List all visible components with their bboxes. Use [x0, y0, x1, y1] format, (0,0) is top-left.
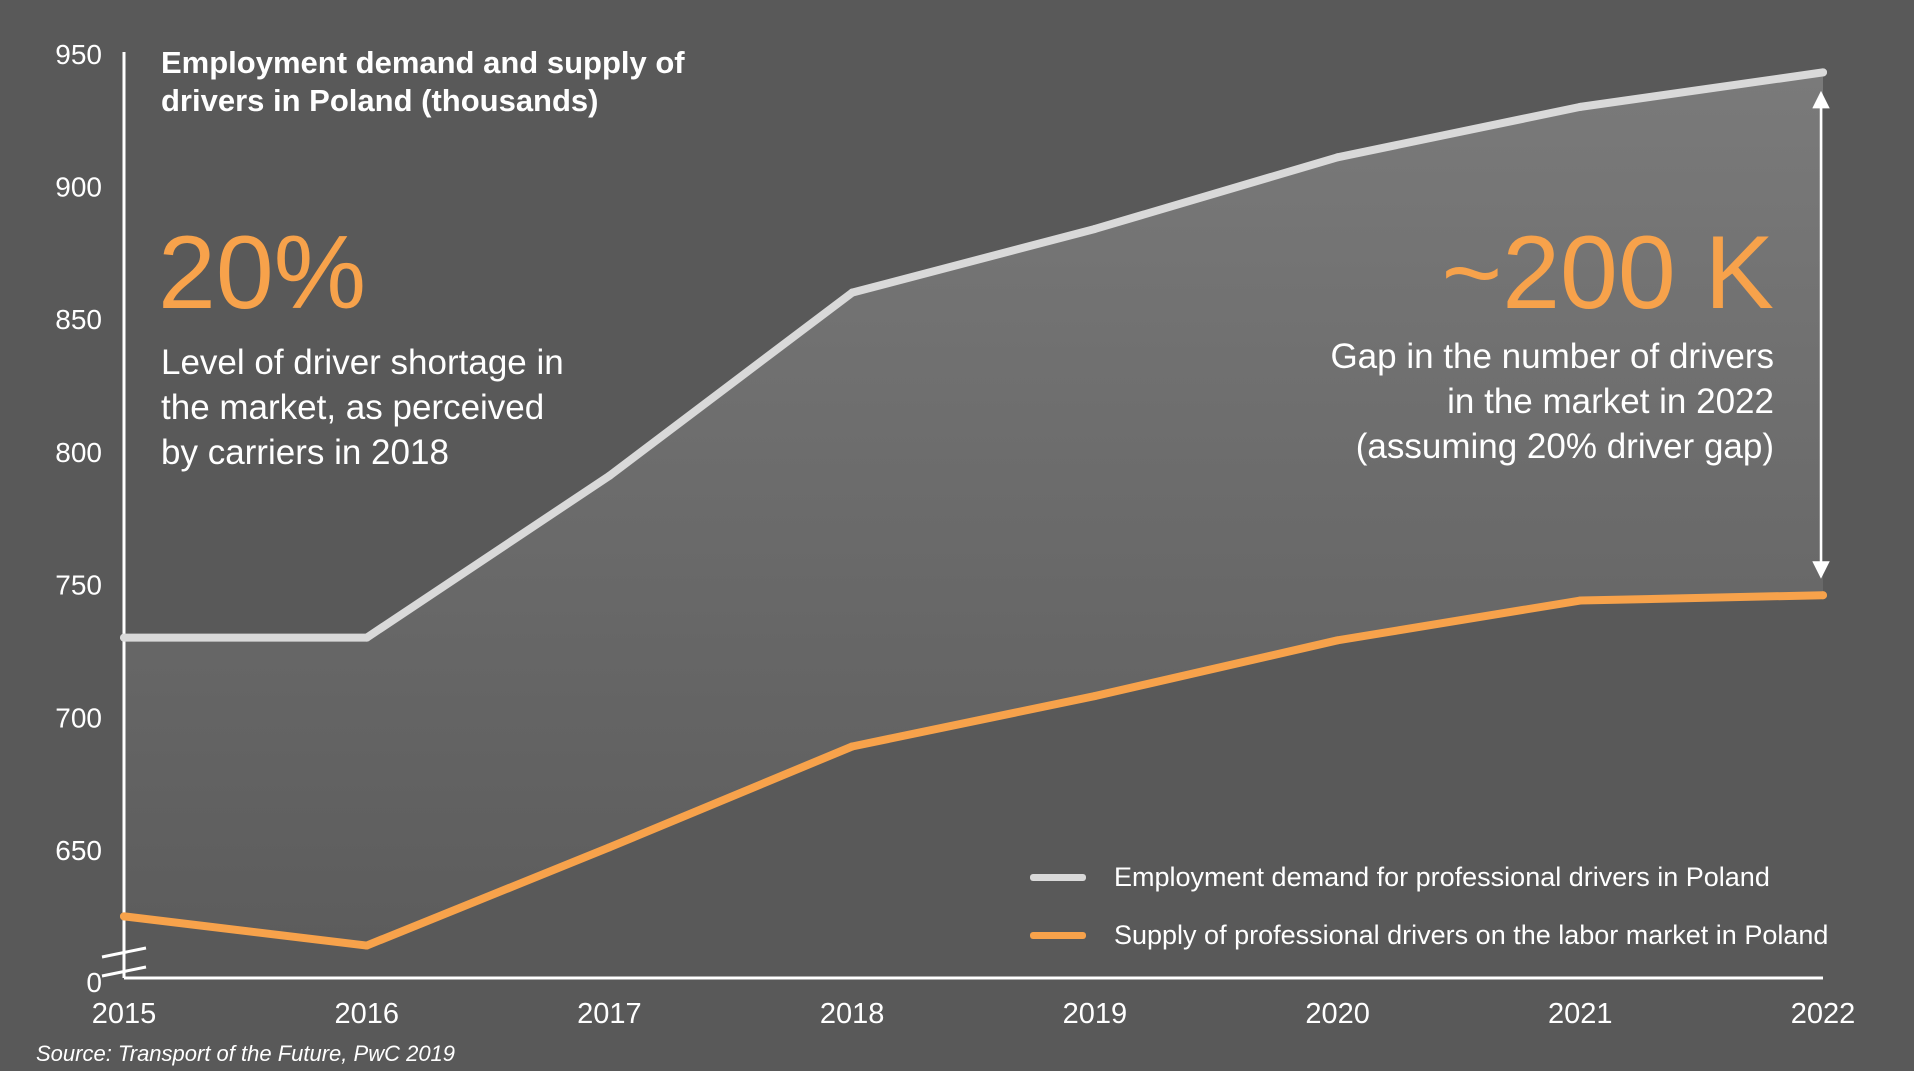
gap-description-line: (assuming 20% driver gap) — [1355, 427, 1774, 466]
gap-area — [124, 72, 1823, 946]
x-tick-label: 2016 — [334, 998, 399, 1030]
legend-item-supply: Supply of professional drivers on the la… — [1030, 915, 1828, 955]
data-point — [1333, 153, 1342, 162]
y-tick-label: 800 — [55, 437, 102, 468]
data-point — [362, 633, 371, 642]
x-tick-label: 2018 — [820, 998, 885, 1030]
legend-label-demand: Employment demand for professional drive… — [1114, 861, 1770, 892]
gap-description: Gap in the number of drivers in the mark… — [1214, 334, 1774, 469]
chart-title: Employment demand and supply of drivers … — [161, 45, 685, 118]
x-tick-label: 2015 — [92, 998, 157, 1030]
source-note: Source: Transport of the Future, PwC 201… — [36, 1041, 456, 1066]
data-point — [848, 742, 857, 751]
legend-label-supply: Supply of professional drivers on the la… — [1114, 919, 1829, 950]
data-point — [1333, 636, 1342, 645]
axis-break-mark — [101, 946, 147, 959]
y-tick-label: 950 — [55, 39, 102, 70]
axis-break-mark — [101, 965, 147, 978]
legend-item-demand: Employment demand for professional drive… — [1030, 857, 1770, 897]
x-tick-label: 2022 — [1791, 998, 1856, 1030]
y-tick-label: 700 — [55, 702, 102, 733]
legend-swatch-demand — [1030, 873, 1086, 881]
data-point — [362, 941, 371, 950]
y-tick-label: 850 — [55, 304, 102, 335]
data-point — [1819, 591, 1827, 600]
data-point — [848, 288, 857, 297]
series-line-supply — [120, 591, 1827, 950]
gap-description-line: Gap in the number of drivers — [1330, 337, 1774, 376]
data-point — [1090, 224, 1099, 233]
x-tick-label: 2019 — [1063, 998, 1128, 1030]
gap-value: ~200 K — [1441, 215, 1774, 331]
data-point — [605, 843, 614, 852]
x-tick-label: 2020 — [1305, 998, 1370, 1030]
data-point — [1090, 692, 1099, 701]
series-line-demand — [120, 68, 1827, 642]
y-tick-label: 750 — [55, 570, 102, 601]
shortage-description: Level of driver shortage in the market, … — [161, 343, 564, 472]
data-point — [120, 633, 128, 642]
data-point — [1576, 102, 1585, 111]
data-point — [120, 912, 128, 921]
data-point — [1576, 596, 1585, 605]
data-point — [605, 471, 614, 480]
data-point — [1819, 68, 1827, 77]
y-tick-label: 0 — [86, 967, 102, 998]
legend-swatch-supply — [1030, 931, 1086, 939]
y-tick-label: 900 — [55, 172, 102, 203]
gap-description-line: in the market in 2022 — [1447, 382, 1774, 421]
shortage-percentage: 20% — [158, 215, 367, 331]
x-tick-label: 2021 — [1548, 998, 1613, 1030]
x-tick-label: 2017 — [577, 998, 642, 1030]
y-tick-label: 650 — [55, 835, 102, 866]
